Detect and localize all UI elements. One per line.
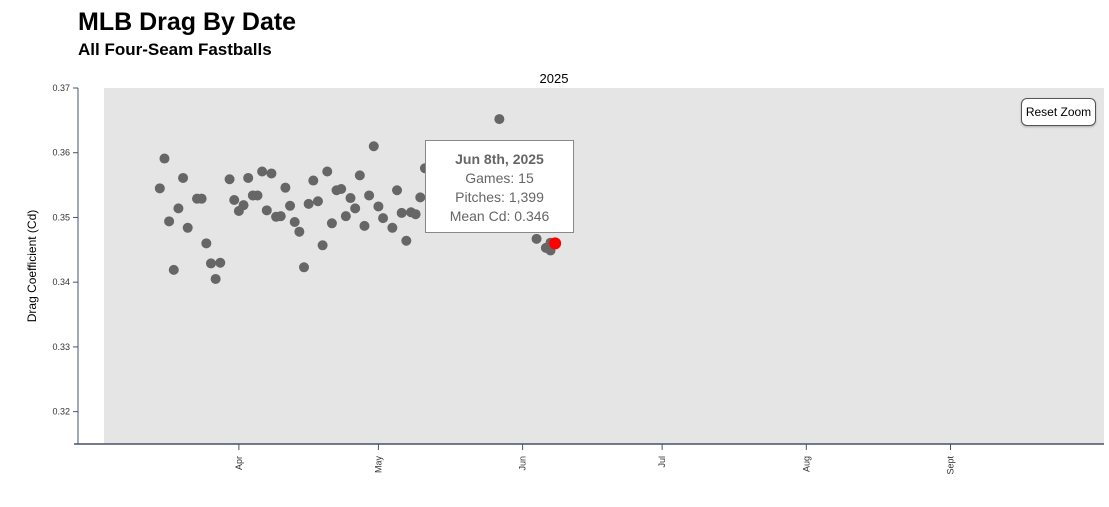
x-tick-label: Aug <box>801 456 811 472</box>
data-point[interactable] <box>340 211 351 222</box>
x-tick-label: Jul <box>657 456 667 468</box>
data-point[interactable] <box>410 209 421 220</box>
data-point[interactable] <box>299 262 309 273</box>
x-axis: Apr May Jun Jul Aug Sept <box>74 443 1104 475</box>
y-tick-label: 0.35 <box>52 212 70 222</box>
data-points <box>154 114 562 284</box>
page-title: MLB Drag By Date <box>78 8 297 36</box>
data-point[interactable] <box>289 216 300 227</box>
data-point[interactable] <box>392 185 403 196</box>
data-point[interactable] <box>326 218 337 229</box>
data-point[interactable] <box>308 175 319 186</box>
data-point[interactable] <box>210 273 221 284</box>
data-point[interactable] <box>168 264 179 275</box>
point-tooltip: Jun 8th, 2025 Games: 15 Pitches: 1,399 M… <box>425 140 574 233</box>
y-tick-label: 0.34 <box>52 277 70 287</box>
highlighted-data-point[interactable] <box>549 237 562 250</box>
data-point[interactable] <box>238 200 249 211</box>
y-axis-label: Drag Coefficient (Cd) <box>25 210 39 323</box>
tooltip-pitches: Pitches: 1,399 <box>455 189 544 205</box>
data-point[interactable] <box>215 257 226 268</box>
data-point[interactable] <box>396 207 407 218</box>
data-point[interactable] <box>294 226 305 237</box>
data-point[interactable] <box>373 201 384 212</box>
data-point[interactable] <box>322 166 333 177</box>
y-tick-label: 0.37 <box>52 83 70 93</box>
x-tick-label: Sept <box>946 456 956 475</box>
data-point[interactable] <box>257 166 268 177</box>
data-point[interactable] <box>164 216 175 227</box>
x-tick-label: May <box>373 456 383 474</box>
data-point[interactable] <box>303 198 314 209</box>
data-point[interactable] <box>154 183 165 194</box>
data-point[interactable] <box>368 141 379 152</box>
data-point[interactable] <box>285 200 296 211</box>
data-point[interactable] <box>350 203 361 214</box>
y-axis: 0.32 0.33 0.34 0.35 0.36 0.37 <box>52 83 79 444</box>
data-point[interactable] <box>364 190 375 201</box>
data-point[interactable] <box>173 203 184 214</box>
y-tick-label: 0.33 <box>52 342 70 352</box>
data-point[interactable] <box>243 172 254 183</box>
reset-zoom-button[interactable]: Reset Zoom <box>1021 98 1096 126</box>
data-point[interactable] <box>387 222 398 233</box>
data-point[interactable] <box>401 235 412 246</box>
data-point[interactable] <box>494 114 505 125</box>
data-point[interactable] <box>312 196 323 207</box>
data-point[interactable] <box>159 153 170 164</box>
data-point[interactable] <box>196 193 207 204</box>
data-point[interactable] <box>178 172 189 183</box>
data-point[interactable] <box>415 192 426 203</box>
data-point[interactable] <box>275 211 286 222</box>
data-point[interactable] <box>359 220 370 231</box>
data-point[interactable] <box>378 213 389 224</box>
data-point[interactable] <box>229 194 240 205</box>
data-point[interactable] <box>201 238 212 249</box>
data-point[interactable] <box>336 183 347 194</box>
x-tick-label: Jun <box>518 456 528 471</box>
data-point[interactable] <box>531 233 542 244</box>
tooltip-mean-cd: Mean Cd: 0.346 <box>449 208 550 224</box>
y-tick-label: 0.36 <box>52 148 70 158</box>
chart-title: 2025 <box>540 71 569 86</box>
data-point[interactable] <box>182 222 193 233</box>
data-point[interactable] <box>252 190 263 201</box>
data-point[interactable] <box>280 182 291 193</box>
data-point[interactable] <box>345 193 356 204</box>
data-point[interactable] <box>261 205 272 216</box>
data-point[interactable] <box>317 240 328 251</box>
x-tick-label: Apr <box>234 456 244 470</box>
data-point[interactable] <box>354 170 365 181</box>
y-tick-label: 0.32 <box>52 407 70 417</box>
tooltip-games: Games: 15 <box>465 170 534 186</box>
data-point[interactable] <box>205 258 216 269</box>
plot-background[interactable] <box>104 88 1104 444</box>
page-subtitle: All Four-Seam Fastballs <box>78 40 272 59</box>
data-point[interactable] <box>266 168 277 179</box>
data-point[interactable] <box>224 174 235 185</box>
tooltip-date: Jun 8th, 2025 <box>455 151 544 167</box>
